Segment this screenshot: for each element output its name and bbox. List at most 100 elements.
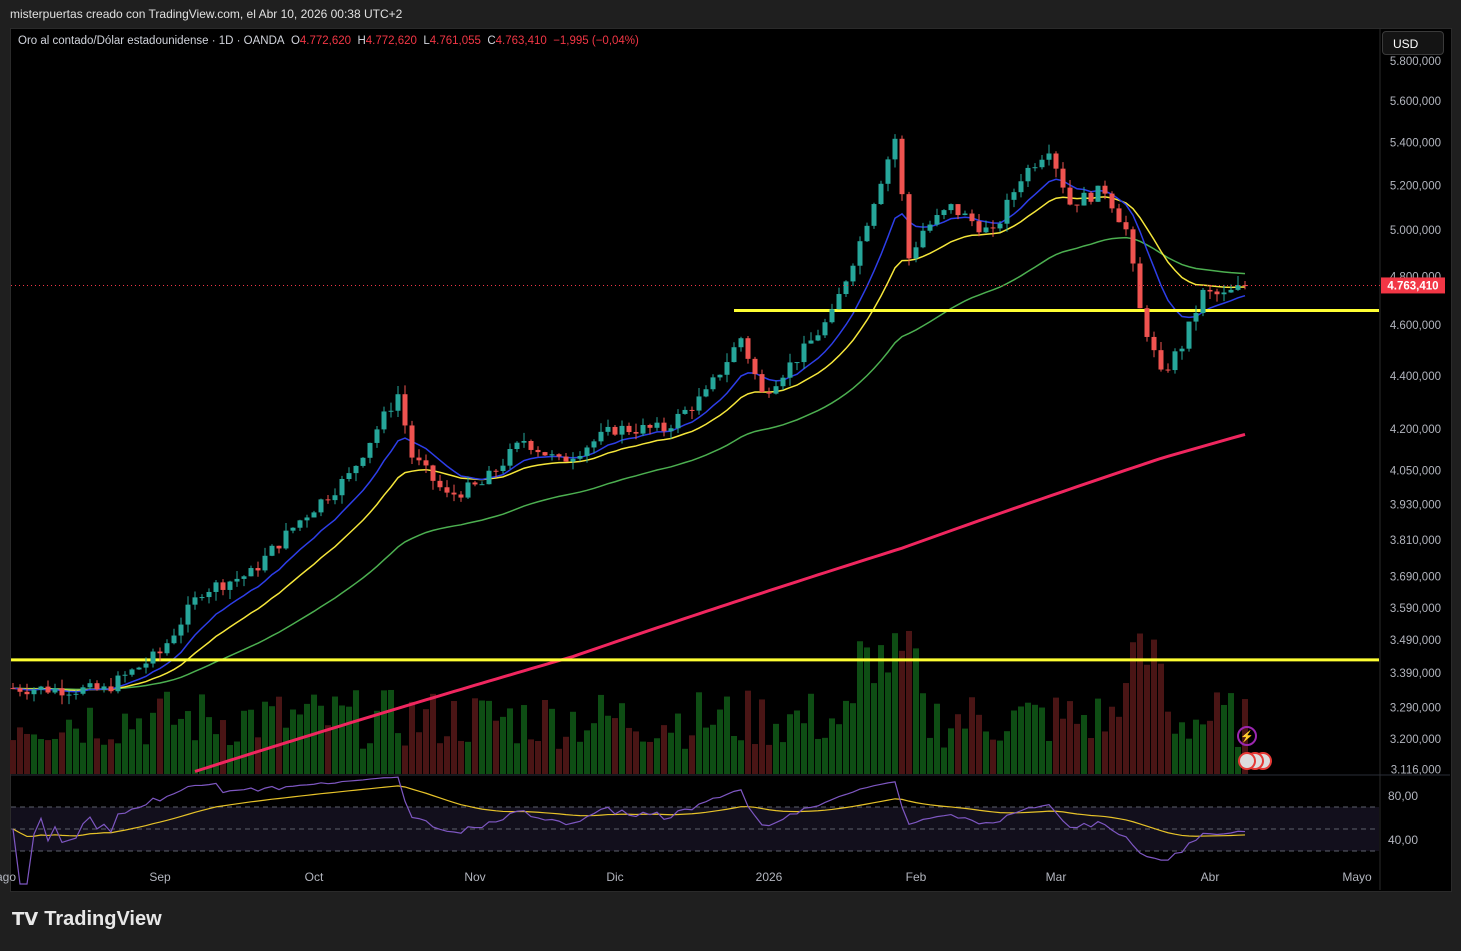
price-tick-label: 5.200,000 xyxy=(1390,180,1441,192)
candle-body xyxy=(850,265,856,282)
candle-body xyxy=(801,343,807,363)
volume-bar xyxy=(878,645,884,774)
volume-bar xyxy=(437,743,443,774)
volume-bar xyxy=(367,743,373,774)
volume-bar xyxy=(213,734,219,774)
volume-bar xyxy=(787,714,793,774)
volume-bar xyxy=(997,740,1003,774)
volume-bar xyxy=(1221,704,1227,774)
volume-bar xyxy=(199,694,205,774)
candle-body xyxy=(388,410,394,412)
candle-body xyxy=(486,470,492,485)
volume-bar xyxy=(1158,663,1164,774)
volume-bar xyxy=(710,724,716,774)
candle-body xyxy=(794,362,800,364)
symbol-title: Oro al contado/Dólar estadounidense · 1D… xyxy=(18,35,285,47)
candle-body xyxy=(108,686,114,692)
candle-body xyxy=(500,465,506,471)
volume-bar xyxy=(1207,720,1213,774)
candle-body xyxy=(682,409,688,414)
candle-body xyxy=(381,411,387,430)
candle-body xyxy=(1011,192,1017,200)
candle-body xyxy=(612,426,618,435)
candle-body xyxy=(444,487,450,493)
volume-bar xyxy=(668,732,674,774)
candle-body xyxy=(857,241,863,266)
volume-bar xyxy=(1193,719,1199,774)
candle-body xyxy=(367,442,373,458)
volume-bar xyxy=(381,690,387,774)
price-tick-label: 3.200,000 xyxy=(1390,734,1441,746)
volume-bar xyxy=(241,710,247,774)
volume-bar xyxy=(1060,718,1066,774)
close-label: C xyxy=(487,35,496,47)
candle-body xyxy=(213,582,219,592)
candle-body xyxy=(871,204,877,226)
volume-bar xyxy=(38,739,44,774)
volume-bar xyxy=(1228,693,1234,774)
candle-body xyxy=(24,691,30,695)
volume-bar xyxy=(486,700,492,774)
volume-bar xyxy=(962,728,968,774)
ma200-line xyxy=(194,432,1246,773)
last-price-badge xyxy=(1381,277,1445,294)
volume-bar xyxy=(1151,639,1157,774)
candle-body xyxy=(192,597,198,605)
candle-body xyxy=(619,425,625,435)
candle-body xyxy=(927,224,933,231)
volume-bar xyxy=(143,744,149,774)
volume-bar xyxy=(626,727,632,774)
volume-bar xyxy=(1004,731,1010,774)
candle-body xyxy=(780,377,786,387)
candle-body xyxy=(269,545,275,556)
price-tick-label: 4.200,000 xyxy=(1390,424,1441,436)
volume-bar xyxy=(1018,706,1024,774)
volume-bar xyxy=(59,732,65,774)
candle-body xyxy=(290,527,296,531)
candle-body xyxy=(759,374,765,393)
volume-bar xyxy=(430,693,436,774)
volume-bar xyxy=(913,648,919,774)
volume-bar xyxy=(1186,738,1192,774)
volume-bar xyxy=(472,698,478,774)
candle-body xyxy=(283,530,289,549)
price-tick-label: 3.390,000 xyxy=(1390,668,1441,680)
candle-body xyxy=(1235,285,1241,290)
volume-bar xyxy=(1144,664,1150,774)
volume-bar xyxy=(1130,642,1136,774)
candle-body xyxy=(710,377,716,390)
volume-bar xyxy=(178,718,184,774)
candle-body xyxy=(507,449,513,466)
price-tick-label: 4.600,000 xyxy=(1390,320,1441,332)
rsi-tick-label: 80,00 xyxy=(1388,789,1418,803)
candle-body xyxy=(353,465,359,474)
currency-button[interactable]: USD xyxy=(1382,31,1444,55)
volume-bar xyxy=(1200,724,1206,774)
volume-bar xyxy=(262,701,268,774)
candle-body xyxy=(948,204,954,211)
volume-bar xyxy=(1102,731,1108,774)
tradingview-logo[interactable]: 𝗧𝗩 TradingView xyxy=(12,908,162,931)
candle-body xyxy=(1095,185,1101,202)
volume-bar xyxy=(619,703,625,774)
candle-body xyxy=(374,429,380,443)
volume-bar xyxy=(633,731,639,774)
candle-body xyxy=(997,223,1003,229)
candle-body xyxy=(479,484,485,486)
volume-bar xyxy=(528,739,534,774)
candle-body xyxy=(465,482,471,498)
volume-bar xyxy=(1067,701,1073,774)
volume-bar xyxy=(255,737,261,774)
candle-body xyxy=(822,322,828,336)
candle-body xyxy=(66,694,72,696)
rsi-ma-line xyxy=(12,785,1246,838)
volume-bar xyxy=(136,718,142,774)
volume-bar xyxy=(647,741,653,774)
candle-body xyxy=(115,675,121,692)
volume-bar xyxy=(976,714,982,774)
candle-body xyxy=(220,582,226,590)
candle-body xyxy=(878,183,884,205)
volume-bar xyxy=(220,720,226,774)
candle-body xyxy=(808,340,814,344)
